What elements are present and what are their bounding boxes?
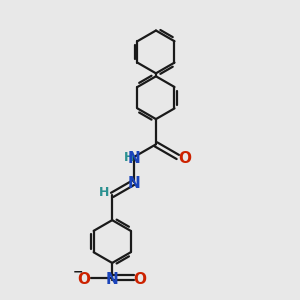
Text: H: H	[99, 186, 109, 199]
Text: O: O	[78, 272, 91, 287]
Text: O: O	[134, 272, 147, 287]
Text: N: N	[106, 272, 118, 287]
Text: N: N	[128, 151, 140, 166]
Text: −: −	[73, 266, 84, 279]
Text: O: O	[178, 151, 191, 166]
Text: N: N	[128, 176, 140, 191]
Text: H: H	[124, 151, 134, 164]
